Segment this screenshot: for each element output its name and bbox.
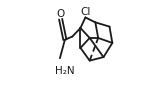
Text: O: O <box>56 9 65 19</box>
Text: H₂N: H₂N <box>55 66 75 76</box>
Text: Cl: Cl <box>80 7 91 17</box>
